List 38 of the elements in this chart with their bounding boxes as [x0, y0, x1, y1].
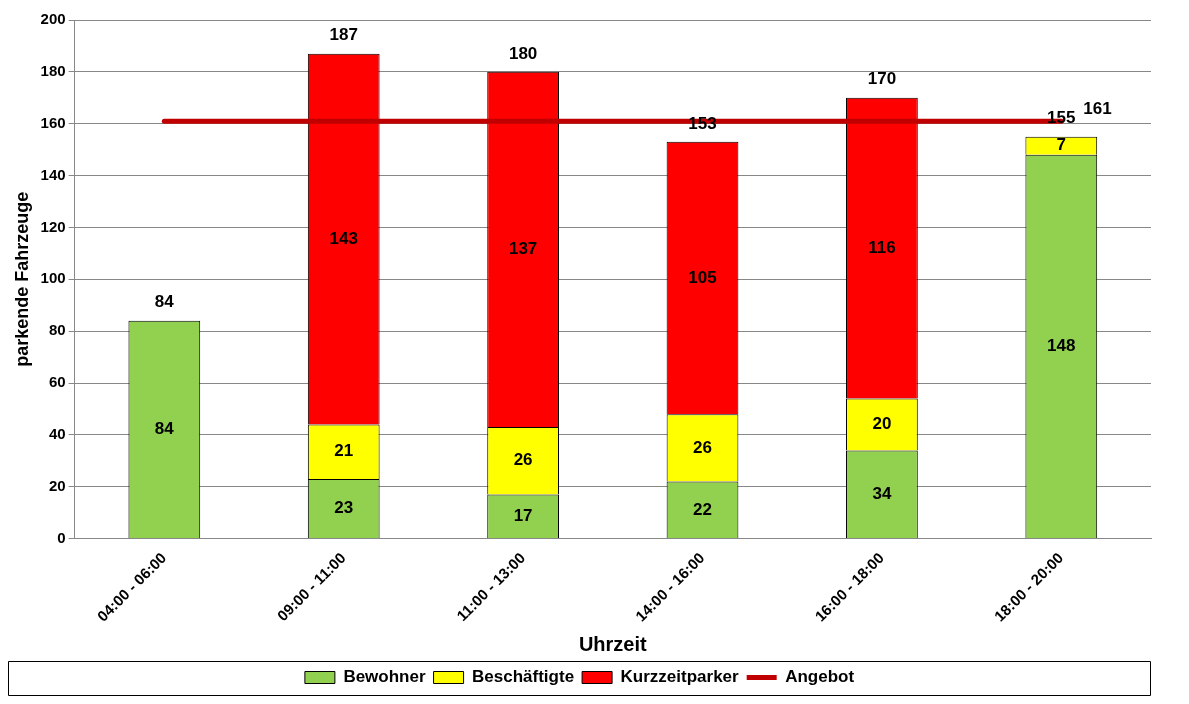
x-axis-title: Uhrzeit	[578, 632, 648, 655]
legend-label: Beschäftigte	[472, 667, 575, 687]
data-label: 148	[1047, 336, 1076, 356]
data-label: 105	[688, 267, 717, 287]
y-tick-label: 80	[48, 321, 66, 339]
total-label: 170	[867, 69, 897, 89]
legend-label: Angebot	[785, 667, 855, 687]
data-label: 84	[154, 419, 175, 439]
total-label: 180	[508, 43, 538, 63]
legend-label: Kurzzeitparker	[620, 667, 740, 687]
data-label: 161	[1083, 98, 1112, 118]
data-label: 116	[868, 237, 896, 257]
data-label: 26	[693, 437, 712, 457]
data-label: 34	[872, 483, 892, 503]
data-label: 137	[508, 239, 538, 259]
y-tick-label: 40	[48, 425, 66, 443]
y-tick-label: 100	[40, 269, 66, 287]
total-label: 84	[154, 292, 175, 312]
y-axis-title: parkende Fahrzeuge	[11, 191, 32, 367]
y-tick-label: 180	[40, 62, 66, 79]
data-label: 143	[329, 228, 358, 248]
legend-label: Bewohner	[343, 667, 426, 687]
y-tick-label: 120	[40, 217, 66, 235]
data-label: 22	[693, 499, 712, 519]
y-tick-label: 200	[40, 10, 66, 28]
data-label: 21	[334, 441, 354, 461]
total-label: 187	[329, 25, 358, 45]
y-tick-label: 60	[48, 373, 66, 391]
total-label: 155	[1047, 108, 1076, 128]
data-label: 20	[872, 414, 892, 434]
data-label: 23	[334, 498, 354, 518]
data-label: 7	[1056, 135, 1067, 155]
y-tick-label: 140	[40, 165, 66, 183]
data-label: 17	[513, 505, 533, 525]
y-tick-label: 20	[48, 476, 66, 494]
y-tick-label: 160	[40, 113, 66, 131]
data-label: 26	[513, 450, 533, 470]
y-tick-label: 0	[57, 528, 66, 546]
